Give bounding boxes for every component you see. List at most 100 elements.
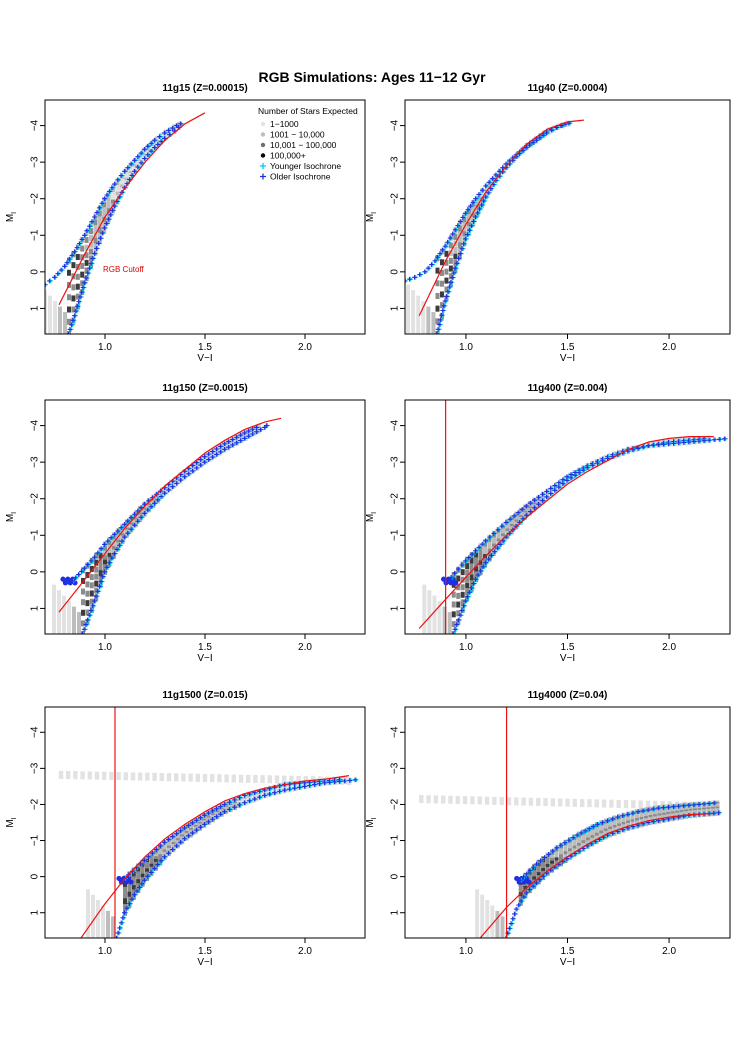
density-mark xyxy=(603,833,608,840)
band-mark xyxy=(152,772,157,781)
density-mark xyxy=(448,273,453,280)
isochrone-point xyxy=(76,572,81,577)
density-mark xyxy=(127,896,132,903)
isochrone-point xyxy=(234,440,239,446)
x-tick-label: 1.5 xyxy=(561,342,575,353)
density-streak xyxy=(67,601,71,634)
isochrone-point xyxy=(483,194,488,200)
isochrone-point xyxy=(232,797,237,803)
density-mark xyxy=(89,565,94,572)
star-density-cloud xyxy=(475,799,720,938)
isochrone-point xyxy=(317,781,322,786)
isochrone-point xyxy=(540,133,546,138)
band-mark xyxy=(123,772,128,781)
isochrone-point xyxy=(610,816,615,822)
isochrone-point xyxy=(537,135,543,141)
density-mark xyxy=(98,558,103,565)
density-streak xyxy=(52,584,56,634)
density-mark xyxy=(140,870,145,877)
isochrone-point xyxy=(238,432,243,438)
y-tick-label: −2 xyxy=(30,493,41,505)
isochrone-point xyxy=(510,916,516,922)
younger-isochrone-overlay xyxy=(405,120,572,282)
y-tick-label: −4 xyxy=(390,726,401,738)
isochrone-point xyxy=(486,179,492,185)
isochrone-point xyxy=(155,862,161,867)
isochrone-point xyxy=(182,825,187,831)
x-tick-label: 2.0 xyxy=(662,946,676,957)
density-mark xyxy=(155,142,159,149)
isochrone-point xyxy=(600,820,605,825)
isochrone-point xyxy=(469,551,475,557)
isochrone-point xyxy=(152,137,157,143)
density-mark xyxy=(469,563,474,570)
band-mark xyxy=(601,799,607,808)
older-isochrone xyxy=(450,436,727,634)
isochrone-point xyxy=(671,804,676,810)
isochrone-point xyxy=(174,831,179,836)
isochrone-point xyxy=(489,553,494,558)
isochrone-point xyxy=(640,808,646,814)
isochrone-point xyxy=(135,164,141,170)
isochrone-point xyxy=(711,437,717,443)
isochrone-point xyxy=(517,877,523,883)
isochrone-point xyxy=(58,267,64,273)
isochrone-point xyxy=(515,510,521,515)
isochrone-point xyxy=(471,581,476,586)
isochrone-point xyxy=(145,507,151,513)
isochrone-point xyxy=(519,507,525,512)
isochrone-point xyxy=(635,809,641,814)
density-mark xyxy=(559,860,563,867)
y-tick-label: 1 xyxy=(30,605,41,611)
band-mark xyxy=(246,774,251,783)
density-mark xyxy=(474,571,479,578)
density-mark xyxy=(536,869,541,876)
isochrone-point xyxy=(178,121,183,127)
density-mark xyxy=(119,178,124,185)
density-mark xyxy=(85,600,90,607)
band-mark xyxy=(274,775,280,784)
isochrone-point xyxy=(302,784,307,789)
density-mark xyxy=(474,561,479,568)
density-mark xyxy=(608,831,613,838)
density-mark xyxy=(444,250,449,257)
isochrone-point xyxy=(661,442,666,447)
isochrone-point xyxy=(257,794,262,800)
density-mark xyxy=(94,552,99,559)
isochrone-point xyxy=(527,868,533,873)
isochrone-point xyxy=(69,322,74,328)
legend-swatch xyxy=(260,121,266,127)
isochrone-point xyxy=(138,150,144,156)
isochrone-point xyxy=(162,490,167,496)
isochrone-point xyxy=(127,901,132,907)
density-mark xyxy=(532,870,537,877)
density-mark xyxy=(451,621,456,628)
isochrone-point xyxy=(532,505,537,511)
isochrone-point xyxy=(135,518,141,524)
density-streak xyxy=(422,584,427,634)
density-mark xyxy=(127,881,132,888)
isochrone-point xyxy=(487,534,493,540)
isochrone-point xyxy=(493,172,499,178)
band-mark xyxy=(433,795,439,804)
y-tick-label: −2 xyxy=(390,798,401,810)
isochrone-point xyxy=(120,915,126,921)
isochrone-point xyxy=(449,275,455,280)
density-mark xyxy=(131,893,136,900)
isochrone-point xyxy=(494,545,500,551)
isochrone-point xyxy=(650,806,656,812)
isochrone-point xyxy=(463,211,468,216)
isochrone-point xyxy=(550,848,555,854)
isochrone-point xyxy=(74,304,80,309)
isochrone-point xyxy=(158,843,163,849)
isochrone-point xyxy=(125,518,131,524)
isochrone-point xyxy=(202,454,207,459)
density-mark xyxy=(451,611,456,618)
density-mark xyxy=(158,859,163,866)
density-mark xyxy=(136,871,141,878)
y-tick-label: 0 xyxy=(390,569,401,575)
isochrone-point xyxy=(465,232,470,237)
younger-isochrone xyxy=(405,120,573,284)
isochrone-point xyxy=(70,317,76,323)
isochrone-point xyxy=(77,294,83,300)
